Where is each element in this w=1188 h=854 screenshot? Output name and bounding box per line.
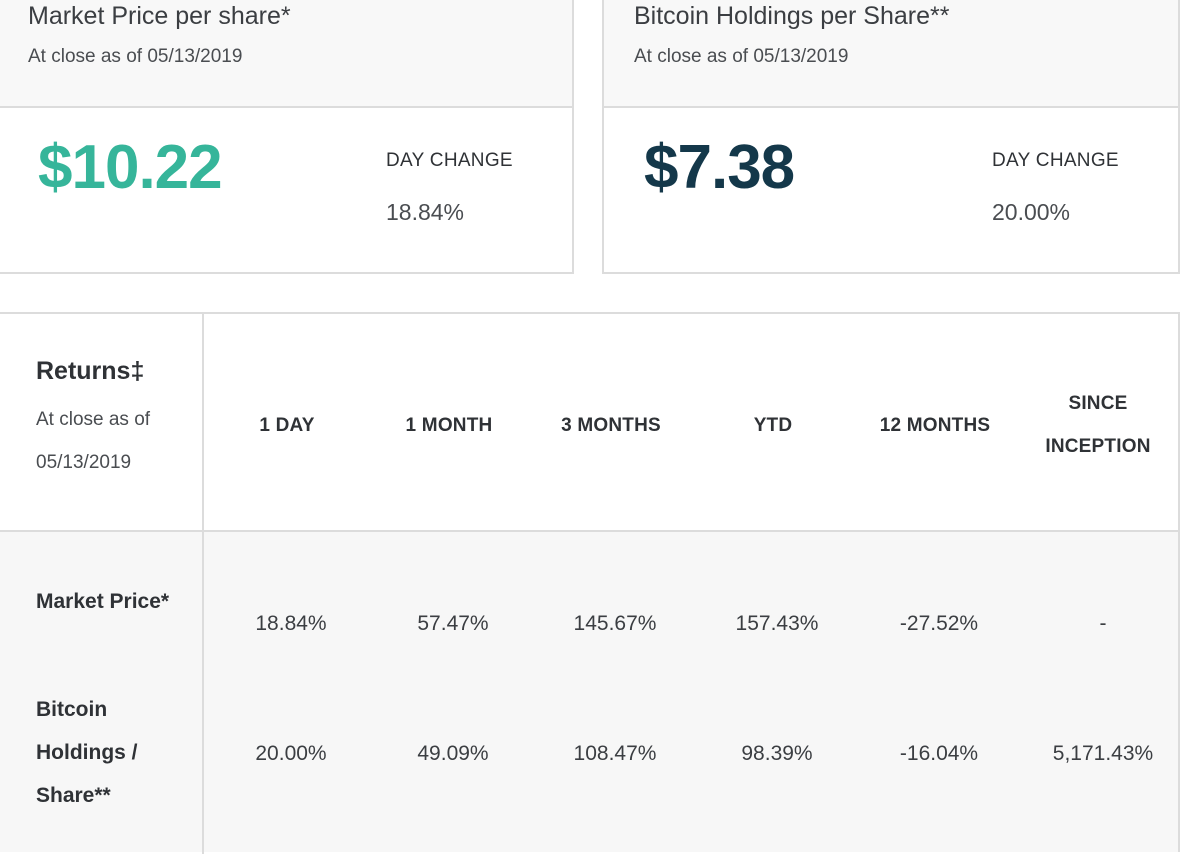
bitcoin-holdings-as-of: At close as of 05/13/2019 xyxy=(634,46,849,67)
returns-title: Returns‡ xyxy=(36,357,145,385)
cell-market-1-day: 18.84% xyxy=(255,612,327,635)
market-price-title: Market Price per share* xyxy=(28,2,291,30)
cell-bitcoin-since-inception: 5,171.43% xyxy=(1052,742,1154,765)
cell-market-12-months: -27.52% xyxy=(899,612,979,635)
column-header-since-inception: SINCE INCEPTION xyxy=(1045,393,1151,457)
market-price-card-body: $10.22 DAY CHANGE 18.84% xyxy=(0,108,572,272)
cell-bitcoin-1-day: 20.00% xyxy=(255,742,327,765)
market-day-change-label: DAY CHANGE xyxy=(386,150,513,171)
bitcoin-day-change-label: DAY CHANGE xyxy=(992,150,1119,171)
cell-bitcoin-ytd: 98.39% xyxy=(741,742,813,765)
bitcoin-holdings-title: Bitcoin Holdings per Share** xyxy=(634,2,950,30)
cell-bitcoin-1-month: 49.09% xyxy=(417,742,489,765)
market-price-card: Market Price per share* At close as of 0… xyxy=(0,0,574,274)
bitcoin-holdings-value: $7.38 xyxy=(644,133,795,202)
bitcoin-day-change-value: 20.00% xyxy=(992,199,1071,225)
row-label-market-price: Market Price* xyxy=(36,590,170,613)
column-header-1-month: 1 MONTH xyxy=(405,415,493,436)
market-price-card-header: Market Price per share* At close as of 0… xyxy=(0,0,572,108)
column-header-1-day: 1 DAY xyxy=(259,415,315,436)
market-price-value: $10.22 xyxy=(38,133,223,202)
returns-table-header: Returns‡ At close as of 05/13/2019 1 DAY… xyxy=(0,314,1178,532)
cell-market-ytd: 157.43% xyxy=(735,612,819,635)
row-label-bitcoin-holdings: Bitcoin Holdings / Share** xyxy=(36,698,138,807)
cell-market-1-month: 57.47% xyxy=(417,612,489,635)
column-header-ytd: YTD xyxy=(753,415,793,436)
returns-as-of: At close as of 05/13/2019 xyxy=(36,409,151,473)
cell-bitcoin-12-months: -16.04% xyxy=(899,742,979,765)
cell-market-3-months: 145.67% xyxy=(573,612,657,635)
column-header-3-months: 3 MONTHS xyxy=(561,415,661,436)
market-price-as-of: At close as of 05/13/2019 xyxy=(28,46,243,67)
cell-bitcoin-3-months: 108.47% xyxy=(573,742,657,765)
column-header-12-months: 12 MONTHS xyxy=(879,415,991,436)
cell-market-since-inception: - xyxy=(1099,612,1107,635)
bitcoin-holdings-card: Bitcoin Holdings per Share** At close as… xyxy=(602,0,1180,274)
market-day-change-value: 18.84% xyxy=(386,199,465,225)
returns-table: Returns‡ At close as of 05/13/2019 1 DAY… xyxy=(0,312,1180,854)
bitcoin-holdings-card-body: $7.38 DAY CHANGE 20.00% xyxy=(604,108,1178,272)
bitcoin-holdings-card-header: Bitcoin Holdings per Share** At close as… xyxy=(604,0,1178,108)
returns-column-divider xyxy=(202,314,204,854)
returns-table-body xyxy=(0,532,1178,852)
